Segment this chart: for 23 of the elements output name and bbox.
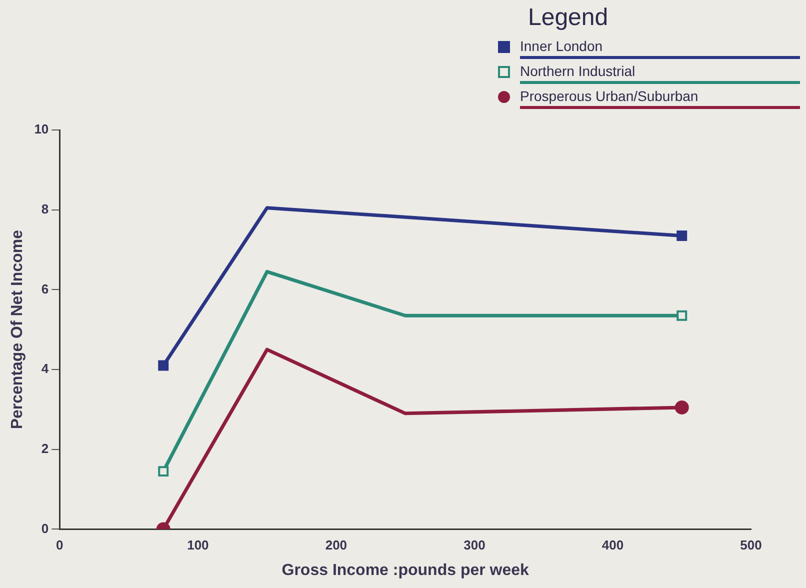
x-tick-label: 500	[740, 538, 762, 553]
y-tick-label: 6	[41, 281, 49, 296]
point	[674, 400, 689, 414]
x-axis-title: Gross Income :pounds per week	[282, 562, 530, 579]
legend-label: Prosperous Urban/Suburban	[520, 88, 800, 109]
x-tick-label: 300	[464, 538, 486, 553]
y-tick-label: 4	[41, 361, 50, 376]
point	[158, 360, 169, 371]
y-tick-label: 0	[41, 520, 49, 536]
point	[676, 230, 688, 242]
y-axis-title: Percentage Of Net Income	[9, 230, 26, 430]
y-tick-label: 8	[41, 201, 49, 216]
x-tick-label: 100	[187, 538, 209, 553]
legend-label: Inner London	[520, 38, 800, 59]
x-tick-label: 400	[602, 538, 624, 553]
legend-title: Legend	[528, 4, 610, 32]
legend-label: Northern Industrial	[520, 63, 800, 84]
x-tick-label: 200	[325, 538, 348, 553]
x-tick-label: 0	[56, 538, 64, 553]
y-tick-label: 10	[34, 122, 49, 137]
point	[676, 310, 688, 321]
y-tick-label: 2	[41, 440, 49, 456]
point	[158, 466, 169, 477]
